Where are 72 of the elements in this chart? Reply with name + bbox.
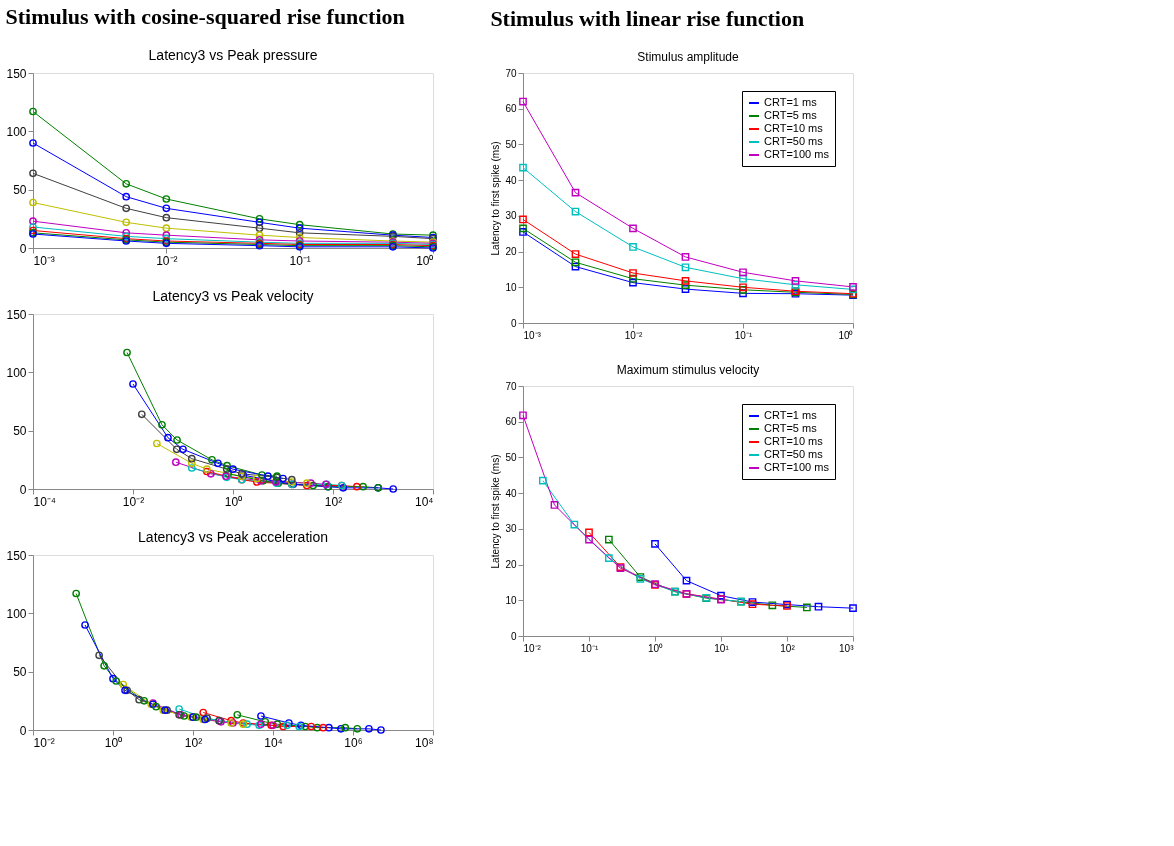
x-tick-label: 10⁻³	[523, 329, 542, 341]
y-tick-label: 150	[6, 548, 27, 563]
x-tick-label: 10¹	[714, 642, 730, 654]
legend-label: CRT=1 ms	[764, 409, 818, 421]
y-tick-label: 40	[505, 174, 517, 186]
y-tick-label: 150	[6, 307, 27, 322]
x-tick-label: 10⁴	[264, 735, 283, 750]
y-tick-label: 50	[505, 138, 517, 150]
x-tick-label: 10⁰	[104, 735, 123, 750]
y-tick-label: 60	[505, 103, 517, 115]
x-tick-label: 10⁻¹	[734, 329, 753, 341]
y-tick-label: 20	[505, 246, 517, 258]
chart-title: Latency3 vs Peak pressure	[148, 47, 318, 63]
y-tick-label: 100	[6, 365, 27, 380]
y-tick-label: 10	[505, 281, 517, 293]
legend-label: CRT=50 ms	[764, 135, 824, 147]
x-tick-label: 10⁻¹	[580, 642, 599, 654]
y-tick-label: 70	[505, 380, 517, 392]
y-tick-label: 30	[505, 210, 517, 222]
y-tick-label: 50	[505, 451, 517, 463]
y-tick-label: 70	[505, 67, 517, 79]
x-tick-label: 10²	[184, 735, 203, 750]
y-axis-title: Latency to first spike (ms)	[490, 141, 502, 256]
x-tick-label: 10³	[839, 642, 855, 654]
y-tick-label: 50	[13, 183, 27, 198]
legend-label: CRT=5 ms	[764, 109, 818, 121]
x-tick-label: 10⁰	[224, 494, 243, 509]
x-tick-label: 10⁻¹	[289, 253, 311, 268]
x-tick-label: 10⁻²	[33, 735, 55, 750]
text: Stimulus with linear rise function	[490, 5, 805, 31]
y-tick-label: 150	[6, 66, 27, 81]
chart-title: Latency3 vs Peak velocity	[152, 288, 314, 304]
x-tick-label: 10⁴	[414, 494, 434, 509]
legend-label: CRT=10 ms	[764, 435, 824, 447]
x-tick-label: 10⁰	[838, 329, 854, 341]
legend-label: CRT=100 ms	[764, 148, 830, 160]
x-tick-label: 10⁻²	[523, 642, 542, 654]
chart-title: Latency3 vs Peak acceleration	[138, 529, 328, 545]
x-tick-label: 10⁻⁴	[33, 494, 57, 509]
y-tick-label: 50	[13, 424, 27, 439]
y-tick-label: 10	[505, 594, 517, 606]
x-tick-label: 10²	[780, 642, 796, 654]
x-tick-label: 10⁻²	[624, 329, 643, 341]
x-tick-label: 10⁶	[344, 735, 363, 750]
x-tick-label: 10⁸	[415, 735, 434, 750]
x-tick-label: 10⁰	[416, 253, 434, 268]
y-tick-label: 0	[19, 723, 27, 738]
x-tick-label: 10⁻²	[122, 494, 145, 509]
y-tick-label: 50	[13, 665, 27, 680]
legend-label: CRT=10 ms	[764, 122, 824, 134]
y-tick-label: 20	[505, 559, 517, 571]
x-tick-label: 10²	[324, 494, 343, 509]
y-tick-label: 0	[19, 482, 27, 497]
y-tick-label: 60	[505, 416, 517, 428]
x-tick-label: 10⁻²	[156, 253, 178, 268]
x-tick-label: 10⁻³	[33, 253, 55, 268]
chart-title: Maximum stimulus velocity	[616, 363, 760, 377]
chart-title: Stimulus amplitude	[637, 50, 740, 64]
legend-label: CRT=1 ms	[764, 96, 818, 108]
y-axis-title: Latency to first spike (ms)	[490, 454, 502, 569]
y-tick-label: 0	[510, 630, 517, 642]
y-tick-label: 30	[505, 523, 517, 535]
y-tick-label: 0	[19, 241, 27, 256]
legend-label: CRT=50 ms	[764, 448, 824, 460]
text: Stimulus with cosine-squared rise function	[5, 3, 405, 29]
legend-label: CRT=5 ms	[764, 422, 818, 434]
x-tick-label: 10⁰	[647, 642, 664, 654]
legend-label: CRT=100 ms	[764, 461, 830, 473]
y-tick-label: 40	[505, 487, 517, 499]
y-tick-label: 0	[510, 317, 517, 329]
y-tick-label: 100	[6, 124, 27, 139]
y-tick-label: 100	[6, 606, 27, 621]
